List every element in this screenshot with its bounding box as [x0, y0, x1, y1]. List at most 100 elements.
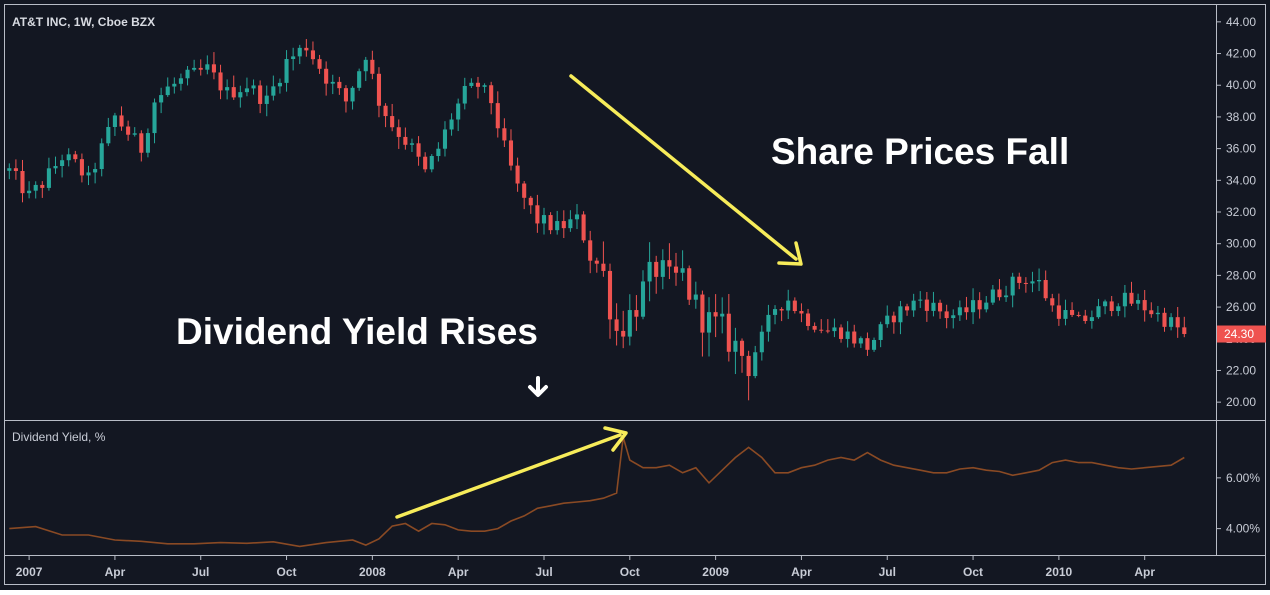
- price-tick-label: 26.00: [1226, 300, 1256, 314]
- candle-body: [667, 260, 672, 267]
- candle: [713, 294, 718, 338]
- candle-body: [726, 313, 731, 352]
- candle: [40, 181, 45, 198]
- candle-body: [1083, 315, 1088, 322]
- candle: [799, 303, 804, 323]
- candle: [878, 321, 883, 348]
- candle: [258, 80, 263, 114]
- candle-body: [284, 59, 289, 83]
- candle-body: [515, 165, 520, 184]
- candle: [396, 119, 401, 149]
- candle: [964, 296, 969, 320]
- candle: [106, 117, 111, 147]
- candle-body: [469, 82, 474, 86]
- candle: [548, 212, 553, 235]
- time-tick-label: Oct: [277, 565, 297, 579]
- candle: [1109, 295, 1114, 317]
- candle: [832, 318, 837, 338]
- candle: [112, 112, 117, 136]
- candle: [192, 59, 197, 72]
- candle: [971, 288, 976, 325]
- candle-body: [812, 325, 817, 330]
- candle: [614, 303, 619, 346]
- candle: [7, 163, 12, 180]
- candle-body: [390, 116, 395, 128]
- candle: [1122, 284, 1127, 318]
- candle: [489, 81, 494, 115]
- candle: [1010, 272, 1015, 308]
- candle: [1129, 281, 1134, 307]
- candle-body: [291, 56, 296, 60]
- candle-body: [53, 166, 58, 169]
- candle-body: [93, 169, 98, 173]
- candle-body: [753, 352, 758, 377]
- candle: [475, 76, 481, 99]
- candle-body: [878, 324, 883, 340]
- candle: [416, 136, 421, 166]
- candle: [218, 64, 223, 100]
- candle-body: [772, 309, 778, 315]
- candle: [462, 77, 467, 110]
- price-tick-label: 22.00: [1226, 363, 1256, 377]
- candle: [1089, 310, 1094, 329]
- candle: [423, 152, 428, 173]
- down-arrow-head: [528, 385, 548, 397]
- candle-body: [383, 105, 388, 117]
- price-tick-label: 44.00: [1226, 15, 1256, 29]
- candle-body: [759, 331, 764, 353]
- candle: [885, 305, 890, 328]
- time-tick-label: Apr: [1134, 565, 1155, 579]
- candle: [277, 78, 282, 94]
- candle: [667, 243, 672, 280]
- candle-body: [984, 302, 989, 310]
- candle-body: [172, 83, 177, 87]
- candle: [264, 85, 269, 117]
- candle-body: [871, 339, 877, 350]
- candle: [924, 291, 929, 322]
- candle: [680, 250, 685, 281]
- candle: [693, 281, 698, 309]
- candle-body: [211, 64, 216, 73]
- candle-body: [456, 103, 461, 120]
- time-tick-label: Apr: [105, 565, 126, 579]
- candle-body: [680, 268, 685, 273]
- candle-body: [324, 68, 329, 84]
- candle-body: [370, 59, 375, 74]
- yield-arrow-shaft: [395, 433, 622, 519]
- candle: [284, 50, 289, 92]
- candle-body: [126, 126, 131, 135]
- candle: [660, 249, 665, 290]
- candle-body: [911, 300, 916, 311]
- candle-body: [1162, 312, 1167, 327]
- candle: [376, 67, 382, 118]
- candle-body: [713, 312, 718, 317]
- price-tick-label: 36.00: [1226, 142, 1256, 156]
- price-tick-label: 34.00: [1226, 173, 1256, 187]
- candle: [370, 50, 375, 80]
- candle: [786, 289, 791, 320]
- candle-body: [475, 82, 481, 87]
- candle: [871, 337, 877, 352]
- candle: [561, 210, 566, 239]
- candle: [33, 181, 38, 199]
- candle-body: [1175, 317, 1180, 328]
- time-tick-label: Jul: [192, 565, 209, 579]
- time-tick-label: Oct: [620, 565, 640, 579]
- down-arrow-icon: [528, 376, 548, 397]
- candle-body: [178, 78, 183, 84]
- candle: [1169, 313, 1174, 331]
- candle: [178, 73, 183, 91]
- candle: [86, 165, 91, 186]
- candle-body: [574, 214, 580, 220]
- candle: [456, 98, 461, 132]
- candle: [746, 350, 751, 401]
- candle: [350, 86, 355, 110]
- candle: [304, 39, 309, 57]
- yield-tick-label: 4.00%: [1226, 522, 1260, 536]
- candle-body: [343, 88, 349, 102]
- candle-body: [1070, 310, 1075, 315]
- chart-frame: [4, 4, 1266, 585]
- candle: [1017, 272, 1022, 290]
- price-tick-label: 38.00: [1226, 110, 1256, 124]
- candle: [27, 181, 32, 199]
